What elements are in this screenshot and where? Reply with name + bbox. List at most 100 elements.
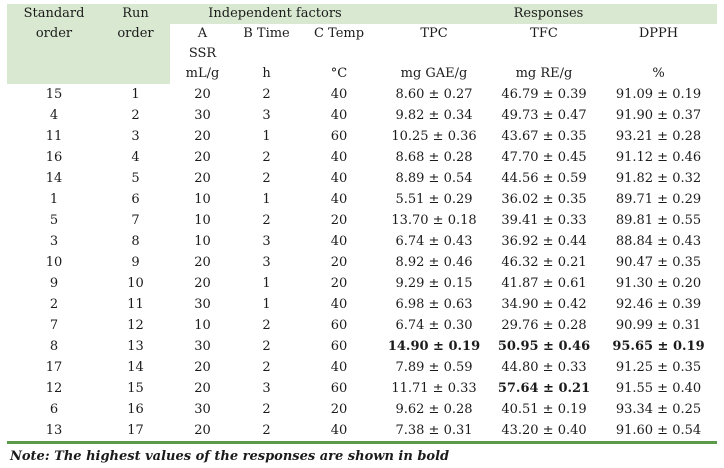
table-cell: 20 bbox=[194, 171, 211, 186]
table-cell: 2 bbox=[262, 402, 271, 417]
table-body: 15 1 20 2 40 8.60 ± 0.27 46.79 ± 0.39 91.09 ± 0… bbox=[7, 84, 717, 441]
table-row: 11 3 20 1 60 10.25 ± 0.36 43.67 ± 0.35 93.21 ± … bbox=[7, 126, 717, 147]
table-row: 7 12 10 2 60 6.74 ± 0.30 29.76 ± 0.28 90.99 ± 0… bbox=[7, 315, 717, 336]
table-cell: 46.32 ± 0.21 bbox=[501, 255, 587, 270]
table-cell: 1 bbox=[262, 276, 271, 291]
table-cell: 7 bbox=[131, 213, 140, 228]
table-row: 4 2 30 3 40 9.82 ± 0.34 49.73 ± 0.47 91.90 ± 0.… bbox=[7, 105, 717, 126]
header-spacer bbox=[380, 44, 488, 64]
table-cell: 10 bbox=[127, 276, 144, 291]
table-cell: 43.20 ± 0.40 bbox=[501, 423, 587, 438]
table-cell: 16 bbox=[45, 150, 63, 165]
table-cell: 14 bbox=[45, 171, 63, 186]
table-cell: 5 bbox=[131, 171, 140, 186]
table-cell: 30 bbox=[194, 108, 211, 123]
table-cell: 30 bbox=[194, 339, 211, 354]
header-standard-order-line2: order bbox=[7, 24, 101, 44]
header-group-responses: Responses bbox=[380, 4, 717, 24]
table-cell: 8.92 ± 0.46 bbox=[395, 255, 473, 270]
header-unit-dpph: % bbox=[600, 64, 717, 84]
table-cell: 14 bbox=[127, 360, 144, 375]
table-cell: 3 bbox=[262, 234, 271, 249]
table-cell: 14.90 ± 0.19 bbox=[387, 339, 481, 354]
table-cell: 40 bbox=[330, 87, 348, 102]
table-cell: 9.29 ± 0.15 bbox=[395, 276, 473, 291]
header-spacer bbox=[298, 44, 380, 64]
table-cell: 11 bbox=[127, 297, 144, 312]
table-cell: 7 bbox=[49, 318, 59, 333]
table-cell: 47.70 ± 0.45 bbox=[501, 150, 587, 165]
table-cell: 95.65 ± 0.19 bbox=[612, 339, 705, 354]
table-row: 6 16 30 2 20 9.62 ± 0.28 40.51 ± 0.19 93.34 ± 0… bbox=[7, 399, 717, 420]
table-cell: 90.99 ± 0.31 bbox=[615, 318, 702, 333]
header-standard-order-line1: Standard bbox=[7, 4, 101, 24]
table-cell: 13 bbox=[45, 423, 63, 438]
header-spacer bbox=[235, 44, 298, 64]
table-cell: 34.90 ± 0.42 bbox=[501, 297, 587, 312]
table-cell: 1 bbox=[49, 192, 59, 207]
table-cell: 60 bbox=[330, 318, 348, 333]
header-unit-tfc: mg RE/g bbox=[488, 64, 600, 84]
table-row: 10 9 20 3 20 8.92 ± 0.46 46.32 ± 0.21 90.47 ± 0… bbox=[7, 252, 717, 273]
table-cell: 41.87 ± 0.61 bbox=[501, 276, 587, 291]
table-cell: 88.84 ± 0.43 bbox=[615, 234, 702, 249]
table-cell: 10 bbox=[194, 213, 211, 228]
table-cell: 9 bbox=[49, 276, 59, 291]
header-unit-tpc: mg GAE/g bbox=[380, 64, 488, 84]
table-cell: 2 bbox=[262, 171, 271, 186]
table-row: 14 5 20 2 40 8.89 ± 0.54 44.56 ± 0.59 91.82 ± 0… bbox=[7, 168, 717, 189]
table-cell: 9 bbox=[131, 255, 140, 270]
table-cell: 1 bbox=[262, 192, 271, 207]
table-cell: 30 bbox=[194, 297, 211, 312]
table-cell: 11 bbox=[45, 129, 63, 144]
header-response-dpph: DPPH bbox=[600, 24, 717, 44]
table-cell: 13.70 ± 0.18 bbox=[391, 213, 477, 228]
table-cell: 36.92 ± 0.44 bbox=[501, 234, 587, 249]
table-cell: 89.71 ± 0.29 bbox=[615, 192, 702, 207]
table-cell: 91.25 ± 0.35 bbox=[615, 360, 702, 375]
table-cell: 46.79 ± 0.39 bbox=[501, 87, 587, 102]
table-cell: 20 bbox=[194, 255, 211, 270]
table-cell: 20 bbox=[194, 150, 211, 165]
header-group-independent-factors: Independent factors bbox=[170, 4, 380, 24]
table-row: 15 1 20 2 40 8.60 ± 0.27 46.79 ± 0.39 91.09 ± 0… bbox=[7, 84, 717, 105]
table-cell: 44.56 ± 0.59 bbox=[501, 171, 587, 186]
header-factor-a-sub: SSR bbox=[170, 44, 235, 64]
table-cell: 89.81 ± 0.55 bbox=[615, 213, 702, 228]
table-row: 9 10 20 1 20 9.29 ± 0.15 41.87 ± 0.61 91.30 ± 0… bbox=[7, 273, 717, 294]
table-cell: 2 bbox=[262, 360, 271, 375]
table-cell: 11.71 ± 0.33 bbox=[391, 381, 477, 396]
header-spacer bbox=[600, 44, 717, 64]
table-cell: 40 bbox=[330, 150, 348, 165]
table-cell: 1 bbox=[262, 129, 271, 144]
table-cell: 2 bbox=[262, 339, 271, 354]
table-cell: 93.21 ± 0.28 bbox=[615, 129, 702, 144]
table-cell: 92.46 ± 0.39 bbox=[615, 297, 702, 312]
table-cell: 40 bbox=[330, 423, 348, 438]
table-cell: 5 bbox=[49, 213, 59, 228]
table-cell: 9.82 ± 0.34 bbox=[395, 108, 473, 123]
table-cell: 10 bbox=[194, 318, 211, 333]
table-cell: 2 bbox=[262, 87, 271, 102]
table-cell: 2 bbox=[262, 423, 271, 438]
table-cell: 49.73 ± 0.47 bbox=[501, 108, 587, 123]
header-spacer bbox=[488, 44, 600, 64]
table-cell: 6.74 ± 0.30 bbox=[395, 318, 473, 333]
table-cell: 50.95 ± 0.46 bbox=[497, 339, 591, 354]
table-row: 1 6 10 1 40 5.51 ± 0.29 36.02 ± 0.35 89.71 ± 0.… bbox=[7, 189, 717, 210]
table-cell: 91.09 ± 0.19 bbox=[615, 87, 702, 102]
table-cell: 7.89 ± 0.59 bbox=[395, 360, 473, 375]
table-cell: 29.76 ± 0.28 bbox=[501, 318, 587, 333]
table-cell: 6 bbox=[131, 192, 140, 207]
header-factor-a: A bbox=[170, 24, 235, 44]
table-cell: 10 bbox=[45, 255, 63, 270]
table-cell: 2 bbox=[131, 108, 140, 123]
header-spacer bbox=[7, 64, 101, 84]
table-cell: 6 bbox=[49, 402, 59, 417]
table-cell: 57.64 ± 0.21 bbox=[497, 381, 591, 396]
divider-line bbox=[7, 441, 717, 444]
header-spacer bbox=[101, 44, 170, 64]
table-cell: 60 bbox=[330, 339, 348, 354]
table-cell: 20 bbox=[194, 87, 211, 102]
